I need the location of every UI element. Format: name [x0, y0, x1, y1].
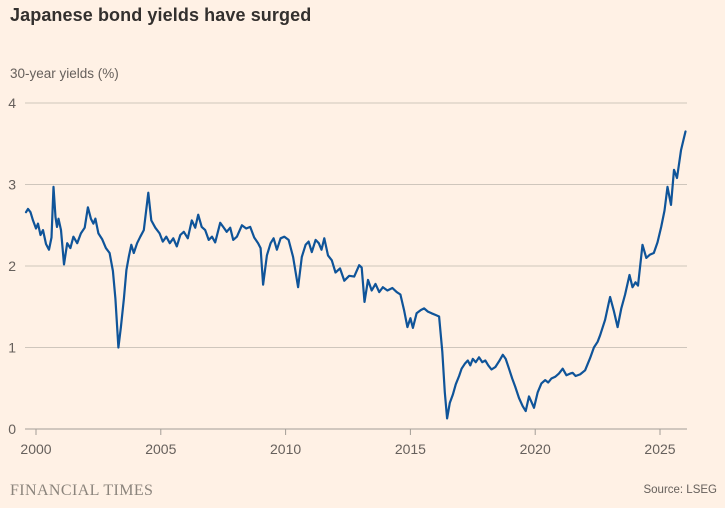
- x-tick-label: 2025: [644, 441, 675, 457]
- x-tick-label: 2020: [520, 441, 551, 457]
- chart-title: Japanese bond yields have surged: [10, 5, 312, 25]
- y-tick-label: 2: [8, 258, 16, 274]
- y-tick-label: 0: [8, 421, 16, 437]
- y-tick-label: 1: [8, 340, 16, 356]
- y-tick-label: 3: [8, 177, 16, 193]
- x-tick-label: 2005: [145, 441, 176, 457]
- x-tick-label: 2000: [20, 441, 51, 457]
- financial-times-logo: FINANCIAL TIMES: [10, 482, 154, 499]
- yield-line-series: [24, 130, 687, 420]
- source-credit: Source: LSEG: [643, 484, 717, 496]
- x-tick-label: 2015: [395, 441, 426, 457]
- y-tick-label: 4: [8, 95, 16, 111]
- x-tick-label: 2010: [270, 441, 301, 457]
- y-axis-unit-label: 30-year yields (%): [10, 66, 119, 81]
